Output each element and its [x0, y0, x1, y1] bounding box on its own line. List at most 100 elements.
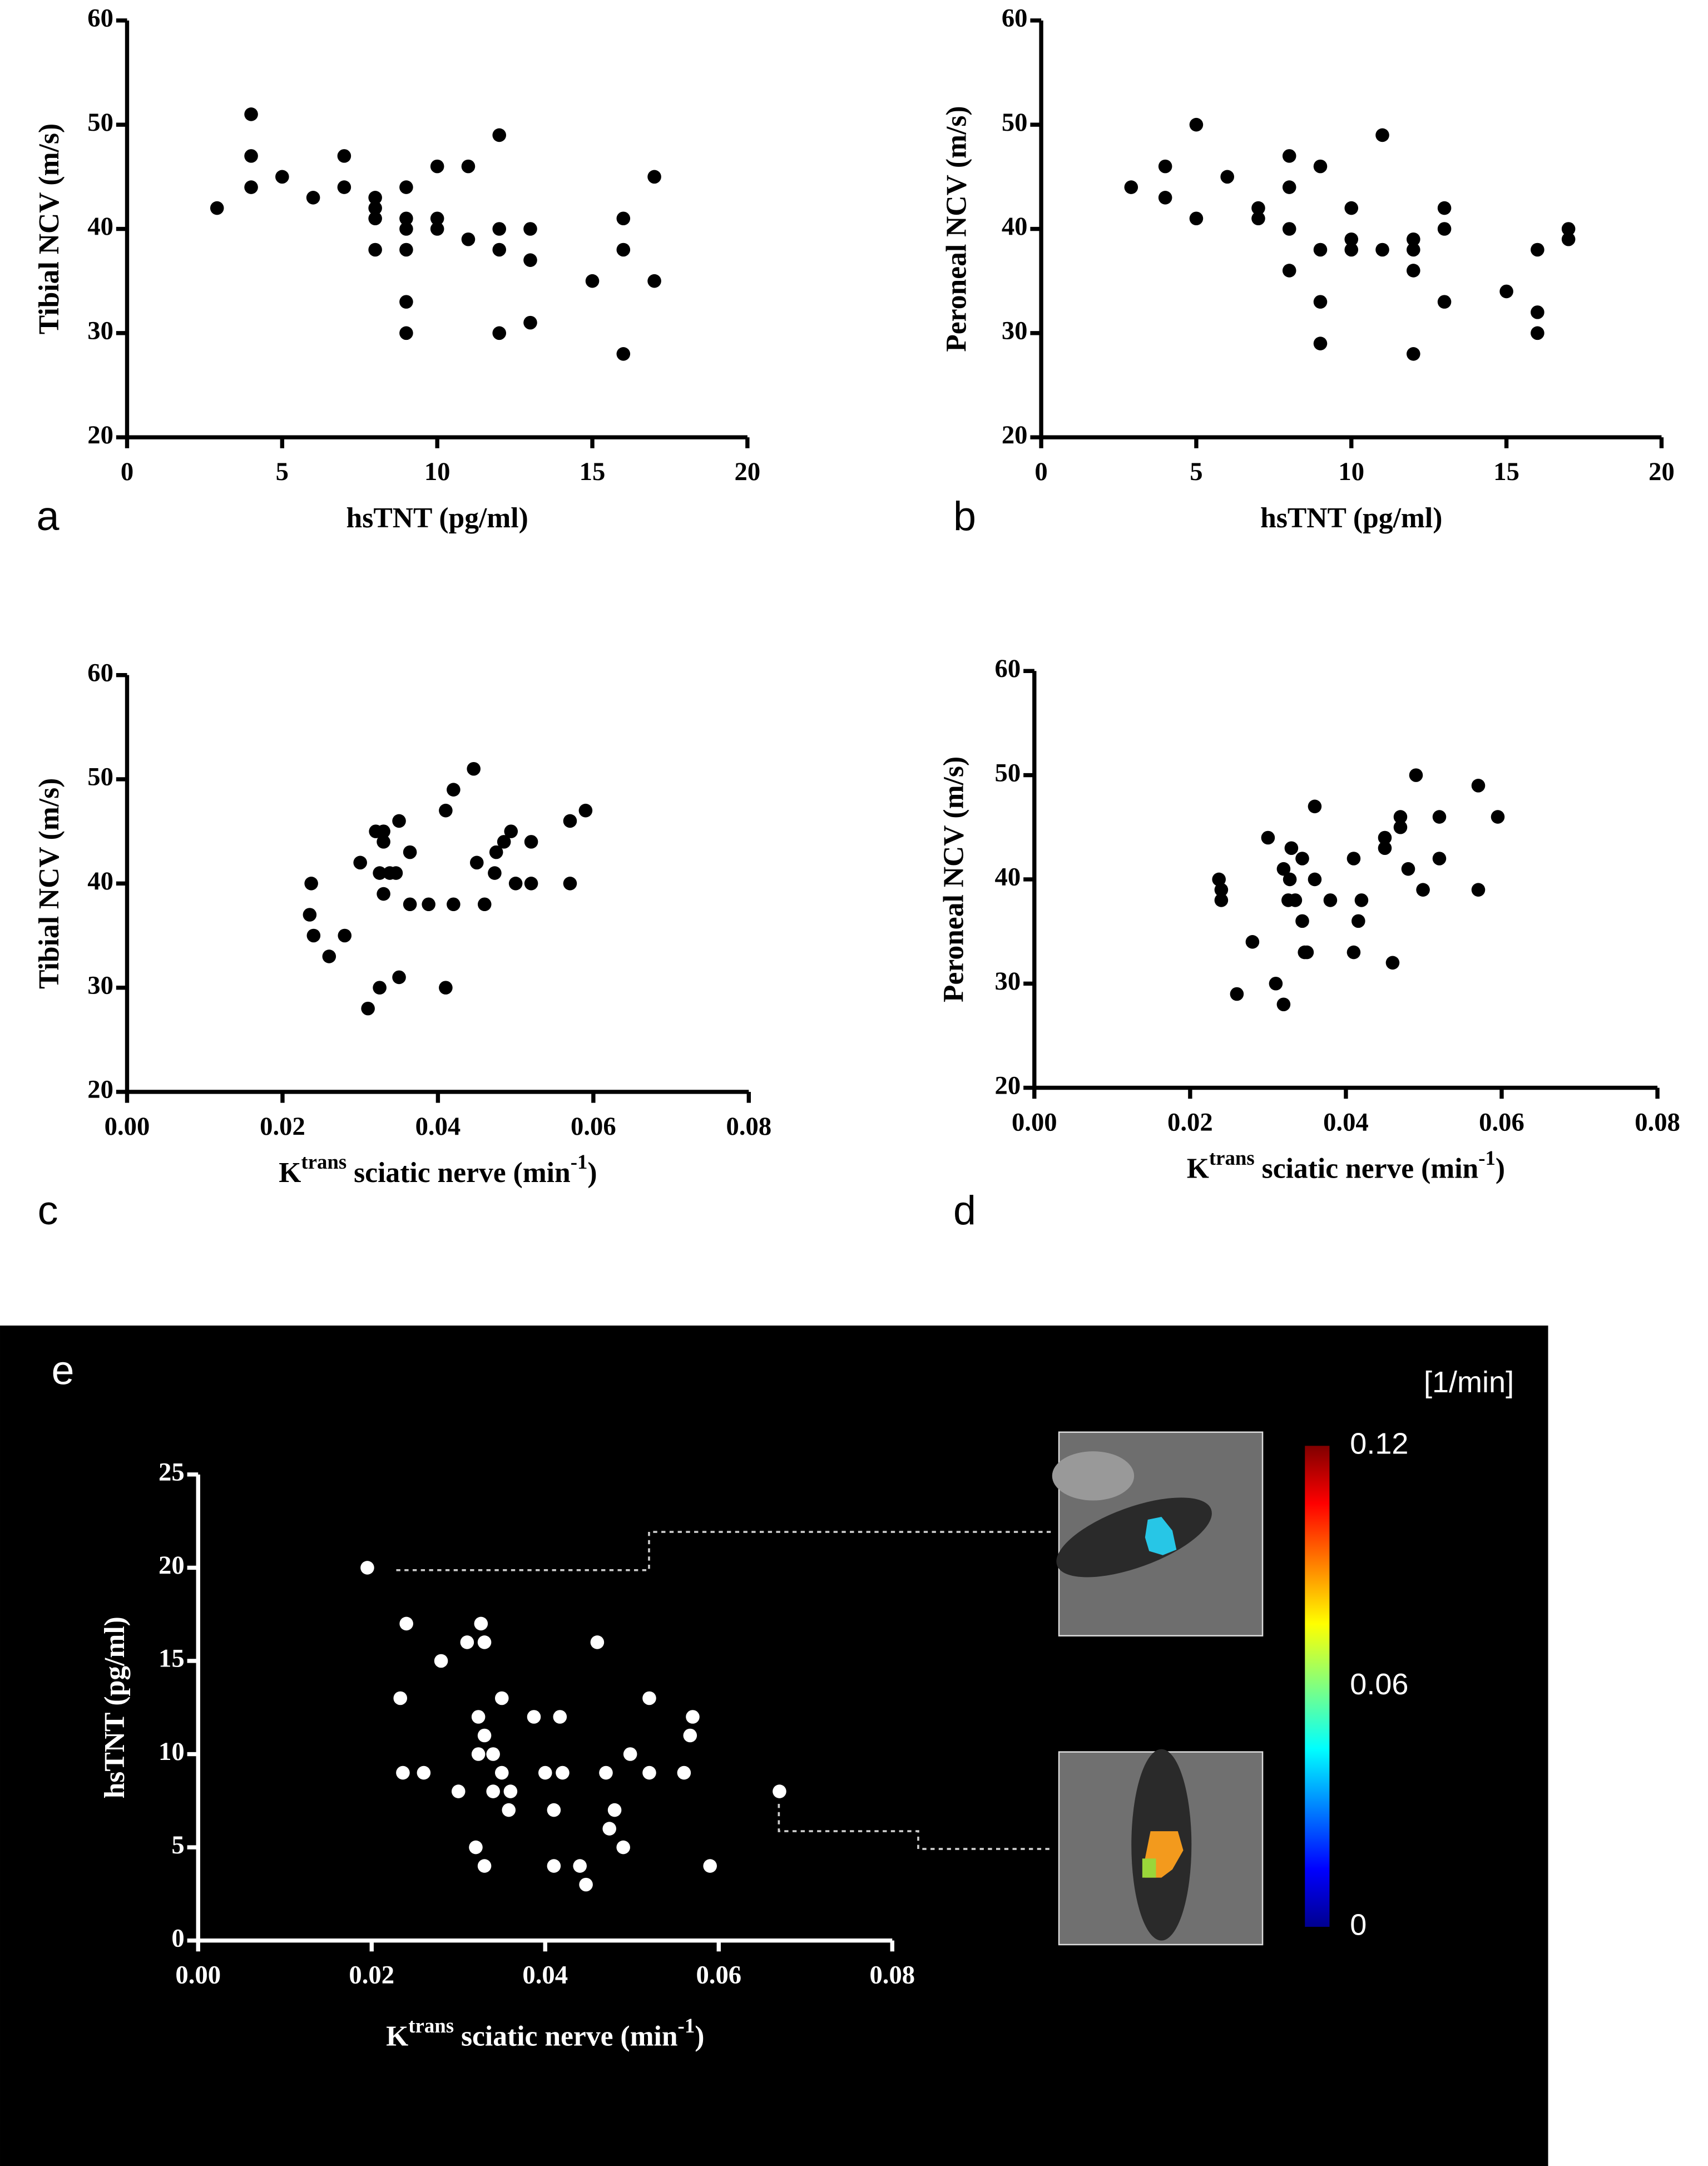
x-axis-label-part: ): [695, 2020, 704, 2052]
data-point: [492, 243, 507, 257]
data-point: [523, 253, 537, 267]
data-point: [1308, 872, 1322, 887]
x-axis-label: hsTNT (pg/ml): [1260, 502, 1442, 534]
data-point: [1212, 872, 1226, 887]
data-point: [1313, 159, 1328, 174]
data-point: [1300, 945, 1314, 960]
data-point: [1407, 243, 1420, 257]
y-tick-label: 60: [995, 654, 1021, 683]
y-axis-label: hsTNT (pg/ml): [99, 1616, 131, 1798]
data-point: [623, 1747, 637, 1761]
colorbar: [1305, 1446, 1330, 1927]
data-point: [477, 897, 492, 912]
data-point: [1261, 830, 1275, 845]
data-point: [1344, 232, 1359, 246]
panel-letter: d: [953, 1187, 976, 1233]
data-point: [392, 814, 406, 828]
data-point: [486, 1747, 500, 1761]
data-point: [434, 1654, 448, 1668]
data-point: [469, 855, 484, 870]
colorbar-tick-label: 0: [1350, 1908, 1367, 1941]
y-tick-label: 5: [171, 1831, 184, 1860]
y-tick-label: 10: [159, 1737, 185, 1766]
data-point: [524, 835, 538, 849]
y-tick-label: 30: [1002, 317, 1028, 345]
data-point: [430, 211, 444, 226]
data-point: [494, 1766, 509, 1780]
x-axis-label: Ktrans sciatic nerve (min-1): [279, 1151, 597, 1189]
x-tick-label: 0.08: [726, 1112, 771, 1141]
data-point: [642, 1766, 656, 1780]
x-tick-label: 0.04: [1323, 1108, 1369, 1137]
mri-structure: [1052, 1451, 1135, 1501]
x-tick-label: 0.04: [415, 1112, 461, 1141]
data-point: [303, 908, 317, 922]
data-point: [1251, 211, 1265, 226]
x-axis-label-superscript: -1: [571, 1151, 588, 1174]
data-point: [1313, 295, 1328, 309]
data-point: [494, 1691, 509, 1705]
x-axis-label-superscript: trans: [301, 1151, 346, 1174]
y-tick-label: 30: [87, 317, 113, 345]
x-tick-label: 0.02: [1167, 1108, 1213, 1137]
data-point: [1230, 987, 1244, 1001]
data-point: [1323, 893, 1338, 907]
data-point: [1409, 768, 1423, 782]
mri-overlay: [1145, 1517, 1177, 1555]
data-point: [1531, 305, 1544, 319]
data-point: [1407, 232, 1420, 246]
data-point: [1346, 852, 1361, 866]
data-point: [1288, 893, 1303, 907]
colorbar-tick-label: 0.12: [1350, 1427, 1408, 1461]
x-axis-label: Ktrans sciatic nerve (min-1): [386, 2014, 704, 2052]
data-point: [547, 1859, 561, 1873]
data-point: [430, 159, 444, 174]
data-point: [616, 347, 631, 361]
data-point: [1416, 883, 1430, 897]
data-point: [1375, 243, 1389, 257]
mri-overlay: [1142, 1858, 1156, 1878]
data-point: [677, 1766, 691, 1780]
data-point: [524, 877, 538, 891]
data-point: [210, 201, 224, 215]
data-point: [1531, 243, 1544, 257]
y-tick-label: 20: [87, 1075, 113, 1104]
data-point: [368, 243, 382, 257]
x-tick-label: 0.06: [571, 1112, 616, 1141]
data-point: [422, 897, 435, 912]
data-point: [683, 1728, 697, 1743]
data-point: [399, 222, 413, 236]
data-point: [393, 1691, 408, 1705]
data-point: [1282, 149, 1296, 163]
y-tick-label: 60: [87, 658, 113, 687]
data-point: [430, 222, 444, 236]
y-tick-label: 40: [87, 867, 113, 896]
data-point: [563, 814, 577, 828]
data-point: [1407, 347, 1420, 361]
panel-letter: a: [37, 493, 60, 539]
x-tick-label: 10: [1338, 457, 1364, 486]
data-point: [477, 1728, 492, 1743]
x-tick-label: 0.08: [869, 1961, 915, 1990]
data-point: [399, 295, 413, 309]
data-point: [647, 170, 661, 184]
data-point: [304, 877, 318, 891]
data-point: [417, 1766, 431, 1780]
data-point: [403, 897, 417, 912]
data-point: [460, 1635, 474, 1649]
x-axis-label-part: K: [279, 1157, 301, 1189]
data-point: [1437, 295, 1452, 309]
colorbar-tick-label: 0.06: [1350, 1668, 1408, 1701]
data-point: [1283, 872, 1297, 887]
y-tick-label: 40: [87, 212, 113, 241]
data-point: [1432, 852, 1447, 866]
data-point: [1346, 945, 1361, 960]
data-point: [477, 1859, 492, 1873]
y-tick-label: 15: [159, 1644, 185, 1673]
data-point: [1437, 222, 1452, 236]
x-axis-label-part: K: [386, 2020, 408, 2052]
y-axis-label: Tibial NCV (m/s): [33, 123, 65, 334]
data-point: [602, 1822, 616, 1836]
data-point: [1351, 914, 1365, 928]
panel-letter: e: [52, 1347, 75, 1393]
